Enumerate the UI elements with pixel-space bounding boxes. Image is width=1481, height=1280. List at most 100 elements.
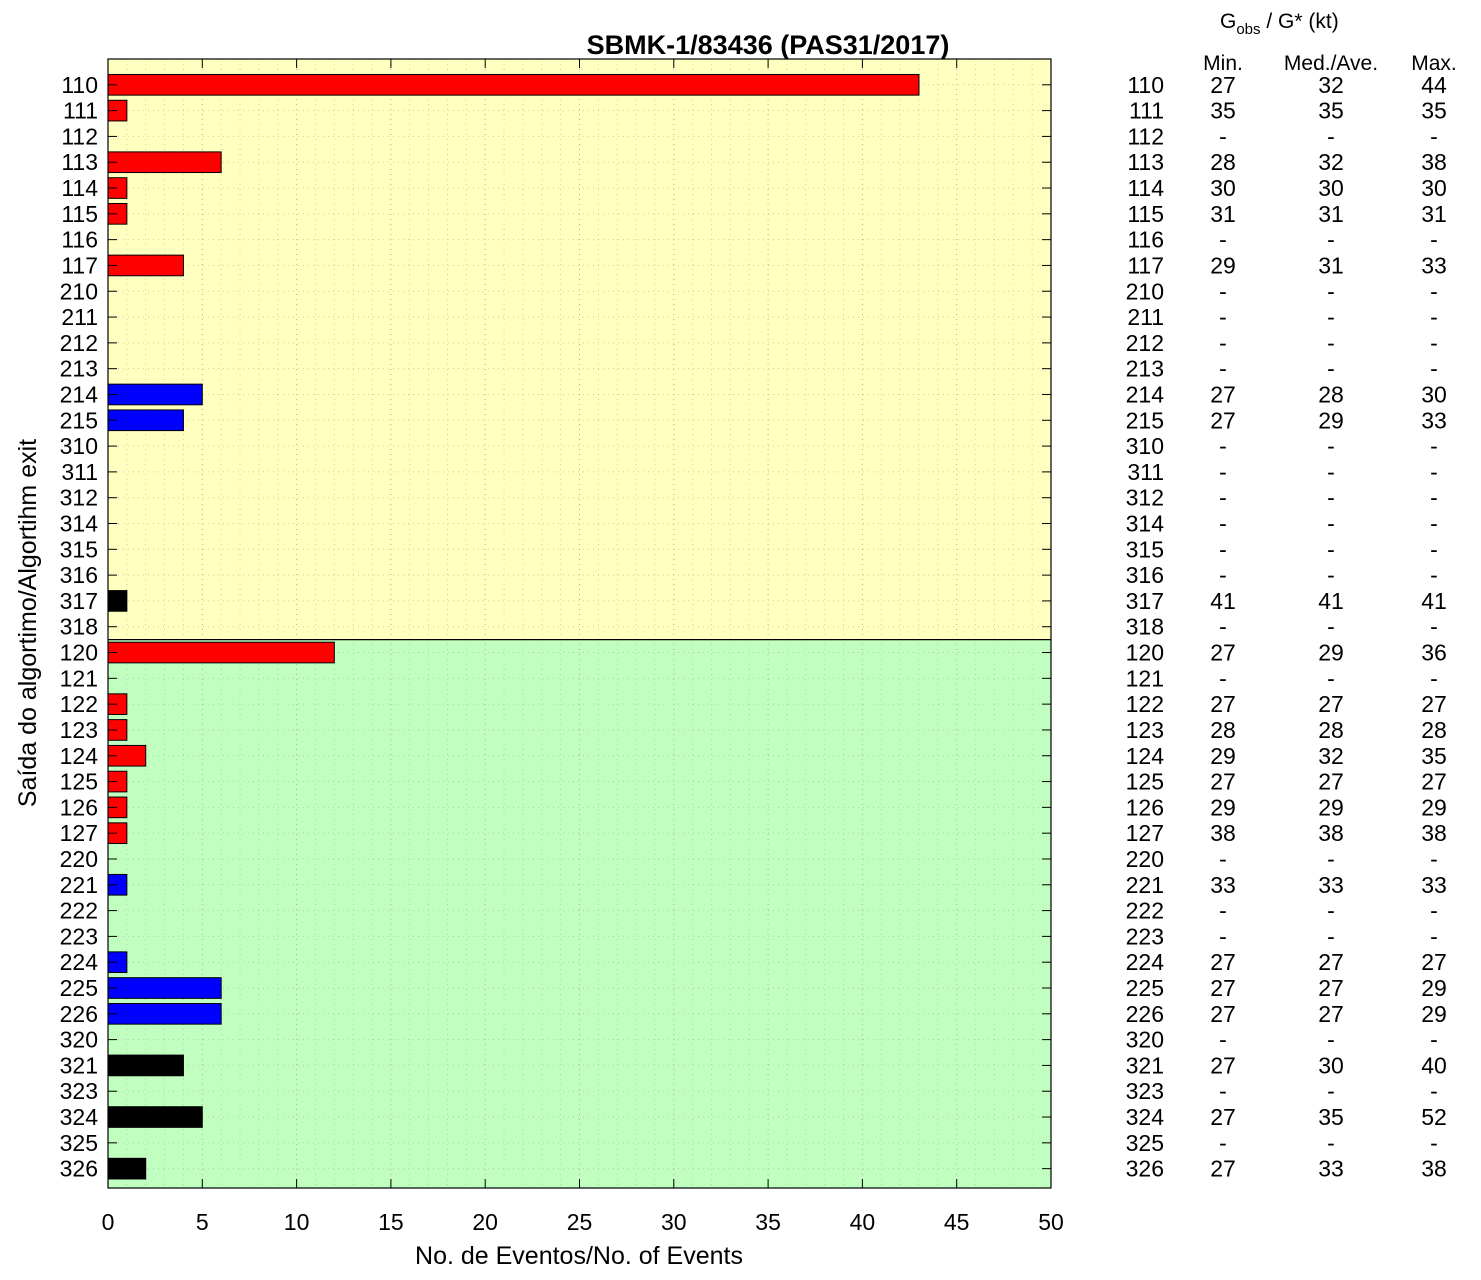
- table-cell-ave: -: [1327, 846, 1335, 872]
- bar-113: [107, 151, 222, 174]
- table-cell-min: -: [1219, 459, 1227, 485]
- table-exit-code: 123: [1126, 717, 1164, 743]
- x-tick-label: 15: [378, 1209, 404, 1235]
- table-cell-max: -: [1430, 1130, 1438, 1156]
- table-cell-ave: 30: [1318, 175, 1344, 201]
- table-cell-min: 27: [1210, 640, 1236, 666]
- table-cell-ave: -: [1327, 923, 1335, 949]
- table-cell-min: 27: [1210, 1052, 1236, 1078]
- table-cell-max: 38: [1421, 149, 1447, 175]
- table-cell-max: 29: [1421, 1001, 1447, 1027]
- chart-title: SBMK-1/83436 (PAS31/2017): [587, 30, 950, 60]
- table-cell-min: -: [1219, 898, 1227, 924]
- bar-215: [107, 409, 184, 432]
- table-cell-ave: -: [1327, 304, 1335, 330]
- y-tick-label: 226: [60, 1001, 98, 1027]
- table-cell-max: -: [1430, 356, 1438, 382]
- y-tick-label: 125: [60, 769, 98, 795]
- table-cell-min: -: [1219, 485, 1227, 511]
- table-cell-ave: -: [1327, 356, 1335, 382]
- table-cell-max: 28: [1421, 717, 1447, 743]
- table-exit-code: 312: [1126, 485, 1164, 511]
- table-cell-ave: -: [1327, 665, 1335, 691]
- table-cell-min: -: [1219, 330, 1227, 356]
- table-cell-max: 35: [1421, 743, 1447, 769]
- column-max: Max.: [1411, 52, 1457, 75]
- table-cell-min: 27: [1210, 691, 1236, 717]
- table-cell-max: 40: [1421, 1052, 1447, 1078]
- table-cell-max: 41: [1421, 588, 1447, 614]
- table-cell-min: -: [1219, 356, 1227, 382]
- table-cell-min: -: [1219, 278, 1227, 304]
- table-cell-max: 35: [1421, 98, 1447, 124]
- table-exit-code: 326: [1126, 1156, 1164, 1182]
- table-cell-ave: 31: [1318, 252, 1344, 278]
- table-cell-max: -: [1430, 1078, 1438, 1104]
- table-exit-code: 121: [1126, 665, 1164, 691]
- table-cell-min: 30: [1210, 175, 1236, 201]
- table-exit-code: 315: [1126, 536, 1164, 562]
- bar-225: [107, 977, 222, 999]
- bars: [107, 73, 920, 1180]
- table-exit-code: 115: [1127, 201, 1164, 227]
- table-exit-code: 311: [1127, 459, 1164, 485]
- table-cell-min: -: [1219, 665, 1227, 691]
- table-exit-code: 318: [1126, 614, 1164, 640]
- y-tick-label: 127: [60, 820, 98, 846]
- bar-214: [107, 383, 203, 406]
- table-exit-code: 221: [1126, 872, 1164, 898]
- table-cell-max: 27: [1421, 691, 1447, 717]
- x-tick-label: 35: [755, 1209, 781, 1235]
- table-cell-ave: 29: [1318, 794, 1344, 820]
- table-cell-min: 29: [1210, 252, 1236, 278]
- table-cell-ave: 41: [1318, 588, 1344, 614]
- y-tick-label: 317: [60, 588, 98, 614]
- y-tick-label: 312: [60, 485, 98, 511]
- table-exit-code: 320: [1126, 1027, 1164, 1053]
- y-tick-label: 320: [60, 1027, 98, 1053]
- table-exit-code: 112: [1127, 123, 1164, 149]
- bar-324: [107, 1106, 203, 1128]
- table-cell-min: 28: [1210, 149, 1236, 175]
- y-tick-label: 111: [63, 98, 98, 124]
- x-tick-label: 20: [472, 1209, 498, 1235]
- table-cell-max: 31: [1421, 201, 1447, 227]
- table-cell-max: -: [1430, 923, 1438, 949]
- table-exit-code: 120: [1126, 640, 1164, 666]
- x-tick-labels: 0 5 10 15 20 25 30 35 40 45 50: [102, 1209, 1064, 1235]
- table-cell-ave: 27: [1318, 975, 1344, 1001]
- y-tick-label: 116: [61, 227, 98, 253]
- bar-226: [107, 1002, 222, 1025]
- table-cell-ave: 27: [1318, 691, 1344, 717]
- table-cell-min: 27: [1210, 975, 1236, 1001]
- table-exit-code: 223: [1126, 923, 1164, 949]
- table-cell-max: -: [1430, 1027, 1438, 1053]
- table-cell-max: 29: [1421, 794, 1447, 820]
- table-exit-code: 316: [1126, 562, 1164, 588]
- table-cell-ave: -: [1327, 459, 1335, 485]
- table-cell-min: 29: [1210, 794, 1236, 820]
- table-cell-max: 33: [1421, 872, 1447, 898]
- table-cell-min: 27: [1210, 769, 1236, 795]
- table-cell-max: 27: [1421, 949, 1447, 975]
- table-cell-min: -: [1219, 433, 1227, 459]
- table-exit-code: 126: [1126, 794, 1164, 820]
- table-cell-ave: -: [1327, 433, 1335, 459]
- y-tick-label: 311: [61, 459, 98, 485]
- table-cell-ave: 32: [1318, 72, 1344, 98]
- y-axis-label: Saída do algortimo/Algortihm exit: [14, 439, 42, 807]
- table-exit-code: 225: [1126, 975, 1164, 1001]
- table-cell-min: 28: [1210, 717, 1236, 743]
- table-cell-min: -: [1219, 227, 1227, 253]
- table-exit-code: 111: [1129, 98, 1164, 124]
- y-tick-label: 113: [61, 149, 98, 175]
- table-cell-min: -: [1219, 536, 1227, 562]
- y-tick-label: 211: [61, 304, 98, 330]
- table-exit-code: 224: [1126, 949, 1165, 975]
- table-cell-ave: 28: [1318, 717, 1344, 743]
- y-tick-label: 112: [61, 123, 98, 149]
- table-cell-ave: 33: [1318, 872, 1344, 898]
- y-tick-label: 326: [60, 1156, 98, 1182]
- table-cell-ave: 31: [1318, 201, 1344, 227]
- table-cell-ave: -: [1327, 123, 1335, 149]
